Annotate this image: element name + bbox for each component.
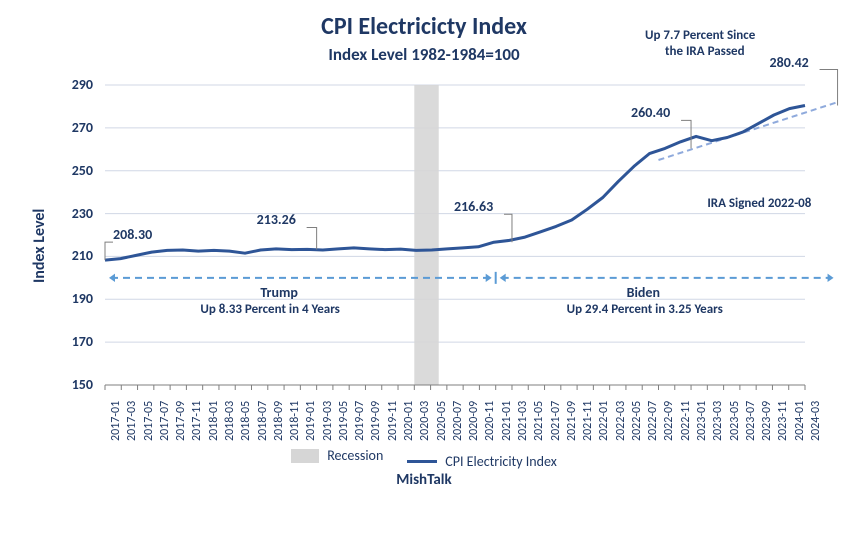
callout-value: 260.40 bbox=[631, 104, 670, 121]
x-tick: 2019-03 bbox=[321, 401, 335, 441]
x-tick: 2019-01 bbox=[304, 401, 318, 441]
x-tick: 2020-01 bbox=[402, 401, 416, 441]
y-tick: 190 bbox=[0, 290, 93, 307]
chart-svg bbox=[105, 85, 805, 385]
x-tick: 2021-05 bbox=[532, 401, 546, 441]
callout-value: 216.63 bbox=[454, 198, 493, 215]
callout-value: 208.30 bbox=[113, 226, 152, 243]
x-tick: 2021-01 bbox=[500, 401, 514, 441]
x-tick: 2020-07 bbox=[451, 401, 465, 441]
y-tick: 170 bbox=[0, 333, 93, 350]
x-tick: 2019-07 bbox=[353, 401, 367, 441]
y-tick: 210 bbox=[0, 247, 93, 264]
legend-item: Recession bbox=[291, 447, 383, 464]
x-tick: 2020-05 bbox=[435, 401, 449, 441]
x-tick: 2018-07 bbox=[256, 401, 270, 441]
x-tick: 2021-09 bbox=[565, 401, 579, 441]
legend-label: CPI Electricity Index bbox=[445, 453, 557, 470]
x-tick: 2018-03 bbox=[223, 401, 237, 441]
x-tick: 2021-07 bbox=[549, 401, 563, 441]
callout-value: 280.42 bbox=[770, 54, 809, 71]
x-tick: 2022-01 bbox=[597, 401, 611, 441]
legend-item: CPI Electricity Index bbox=[407, 453, 557, 470]
x-tick: 2017-03 bbox=[125, 401, 139, 441]
x-tick: 2018-05 bbox=[239, 401, 253, 441]
x-tick: 2018-09 bbox=[272, 401, 286, 441]
chart-container: CPI Electricicty Index Index Level 1982-… bbox=[0, 0, 848, 551]
legend: Recession CPI Electricity Index bbox=[0, 447, 848, 470]
period-label: Biden bbox=[627, 284, 660, 301]
x-tick: 2019-09 bbox=[369, 401, 383, 441]
x-tick: 2020-03 bbox=[418, 401, 432, 441]
x-tick: 2017-07 bbox=[158, 401, 172, 441]
x-tick: 2019-11 bbox=[386, 401, 400, 441]
x-tick: 2022-09 bbox=[662, 401, 676, 441]
plot-area bbox=[105, 85, 805, 385]
x-tick: 2022-07 bbox=[646, 401, 660, 441]
x-tick: 2023-03 bbox=[711, 401, 725, 441]
x-tick: 2023-09 bbox=[760, 401, 774, 441]
x-tick: 2020-11 bbox=[483, 401, 497, 441]
x-tick: 2024-03 bbox=[809, 401, 823, 441]
legend-swatch-line bbox=[407, 460, 437, 463]
x-tick: 2023-07 bbox=[744, 401, 758, 441]
x-tick: 2023-05 bbox=[728, 401, 742, 441]
y-tick: 270 bbox=[0, 119, 93, 136]
x-tick: 2022-11 bbox=[679, 401, 693, 441]
legend-label: Recession bbox=[327, 447, 383, 464]
callout-value: 213.26 bbox=[257, 211, 296, 228]
ira-top-label-2: the IRA Passed bbox=[665, 44, 745, 59]
period-sublabel: Up 8.33 Percent in 4 Years bbox=[200, 302, 340, 317]
x-tick: 2017-05 bbox=[142, 401, 156, 441]
x-tick: 2022-05 bbox=[630, 401, 644, 441]
legend-swatch-box bbox=[291, 449, 319, 463]
period-sublabel: Up 29.4 Percent in 3.25 Years bbox=[567, 302, 723, 317]
x-tick: 2017-09 bbox=[174, 401, 188, 441]
chart-source: MishTalk bbox=[0, 471, 848, 489]
y-tick: 290 bbox=[0, 76, 93, 93]
ira-signed-label: IRA Signed 2022-08 bbox=[707, 196, 811, 211]
x-tick: 2019-05 bbox=[337, 401, 351, 441]
x-tick: 2022-03 bbox=[614, 401, 628, 441]
x-tick: 2023-01 bbox=[695, 401, 709, 441]
y-tick: 250 bbox=[0, 162, 93, 179]
period-label: Trump bbox=[260, 284, 298, 301]
x-tick: 2021-11 bbox=[581, 401, 595, 441]
y-tick: 230 bbox=[0, 205, 93, 222]
x-tick: 2017-01 bbox=[109, 401, 123, 441]
y-tick: 150 bbox=[0, 376, 93, 393]
ira-top-label-1: Up 7.7 Percent Since bbox=[645, 28, 755, 43]
x-tick: 2020-09 bbox=[467, 401, 481, 441]
x-tick: 2023-11 bbox=[776, 401, 790, 441]
x-tick: 2017-11 bbox=[190, 401, 204, 441]
x-tick: 2018-11 bbox=[288, 401, 302, 441]
x-tick: 2024-01 bbox=[793, 401, 807, 441]
x-tick: 2021-03 bbox=[516, 401, 530, 441]
x-tick: 2018-01 bbox=[207, 401, 221, 441]
